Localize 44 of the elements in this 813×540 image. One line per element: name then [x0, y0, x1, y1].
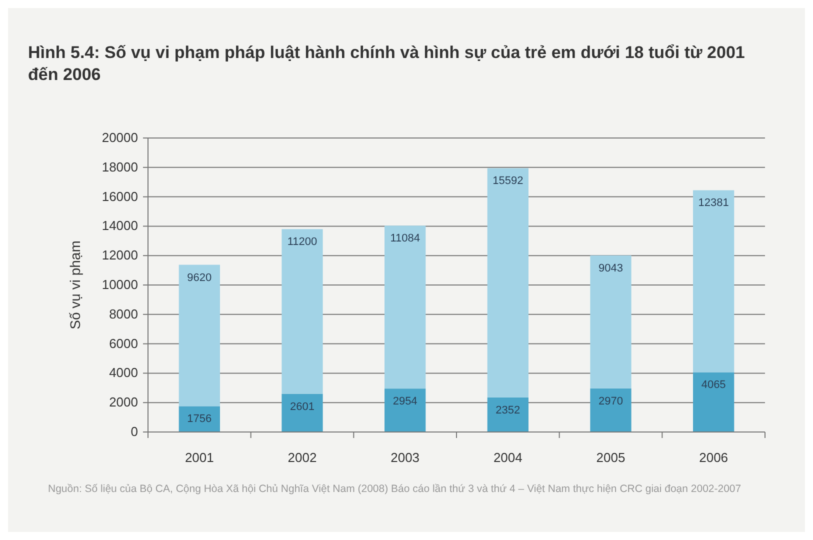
- data-label: 2970: [598, 395, 623, 408]
- y-tick-label: 0: [130, 424, 138, 439]
- y-tick-label: 12000: [102, 248, 138, 263]
- data-label: 11084: [390, 232, 420, 245]
- bar: [590, 255, 632, 388]
- bar: [384, 226, 426, 389]
- data-label: 11200: [287, 236, 318, 248]
- bar: [487, 397, 528, 432]
- data-label: 2352: [496, 404, 520, 416]
- text: Nguồn: Số liệu của Bộ CA, Cộng Hòa Xã hội Chủ Nghĩa Việt Nam (2008) Báo cáo lần thứ 3 và thứ 4 – Việt Nam thực hiện CRC giai đoạn 2002-2007: [48, 483, 742, 495]
- data-label: 1756: [187, 413, 212, 426]
- x-tick-label: 2003: [390, 450, 420, 465]
- bar: [282, 394, 323, 432]
- y-tick-label: 6000: [109, 336, 138, 351]
- x-tick-label: 2002: [288, 450, 317, 465]
- y-tick-label: 4000: [109, 365, 138, 380]
- chart-title: Hình 5.4: Số vụ vi phạm pháp luật hành chính và hình sự của trẻ em dưới 18 tuổi từ 2001 đến 2006: [28, 43, 745, 84]
- bar: [384, 388, 426, 432]
- data-label: 9043: [598, 262, 623, 274]
- y-tick-label: 16000: [102, 188, 138, 204]
- data-label: 9620: [187, 272, 212, 284]
- data-label: 2601: [290, 400, 314, 413]
- bar: [693, 190, 734, 372]
- x-tick-label: 2004: [493, 450, 522, 465]
- x-tick-label: 2001: [184, 450, 214, 465]
- y-tick-label: 20000: [102, 130, 138, 145]
- y-tick-label: 10000: [102, 277, 138, 292]
- bar: [178, 406, 220, 432]
- y-tick-label: 2000: [109, 394, 138, 410]
- y-tick-label: 8000: [109, 306, 138, 322]
- bar: [693, 372, 734, 432]
- y-tick-label: 14000: [102, 218, 138, 234]
- x-tick-label: 2005: [596, 450, 626, 465]
- bar: [282, 229, 323, 394]
- bar: [590, 388, 632, 432]
- x-tick-label: 2006: [699, 450, 728, 465]
- y-axis-title: Số vụ vi phạm: [67, 240, 83, 330]
- data-label: 12381: [698, 197, 729, 210]
- bar: [178, 264, 220, 406]
- data-label: 15592: [492, 175, 524, 188]
- y-tick-label: 18000: [102, 159, 138, 174]
- bar: [487, 168, 528, 398]
- data-label: 4065: [701, 379, 726, 392]
- data-label: 2954: [392, 396, 418, 408]
